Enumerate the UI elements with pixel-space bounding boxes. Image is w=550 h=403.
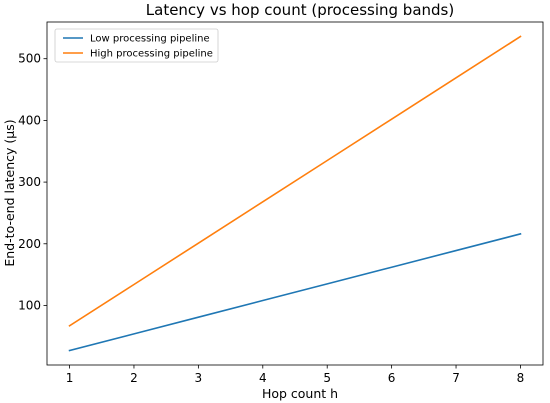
x-tick-label: 4: [259, 371, 267, 385]
y-tick-label: 500: [18, 52, 41, 66]
legend: Low processing pipeline High processing …: [54, 28, 219, 63]
x-tick-label: 6: [388, 371, 396, 385]
y-tick-label: 100: [18, 298, 41, 312]
series-lines: [68, 35, 522, 352]
x-axis-label: Hop count h: [262, 386, 338, 401]
x-tick-label: 7: [452, 371, 460, 385]
x-tick-label: 2: [130, 371, 138, 385]
y-axis-label: End-to-end latency (µs): [2, 119, 17, 266]
legend-box: [54, 28, 219, 63]
series-line-high: [68, 35, 522, 327]
x-tick-label: 3: [195, 371, 203, 385]
y-tick-label: 300: [18, 175, 41, 189]
y-tick-label: 400: [18, 113, 41, 127]
legend-label-high: High processing pipeline: [90, 49, 213, 60]
chart-title: Latency vs hop count (processing bands): [146, 1, 454, 19]
x-tick-label: 8: [517, 371, 525, 385]
series-line-low: [68, 232, 522, 352]
legend-label-low: Low processing pipeline: [90, 34, 210, 45]
x-tick-label: 1: [66, 371, 74, 385]
x-tick-label: 5: [323, 371, 331, 385]
x-axis: 1 2 3 4 5 6 7 8: [66, 365, 525, 385]
plot-area: [46, 21, 544, 366]
y-axis: 100 200 300 400 500: [18, 52, 47, 312]
y-tick-label: 200: [18, 237, 41, 251]
